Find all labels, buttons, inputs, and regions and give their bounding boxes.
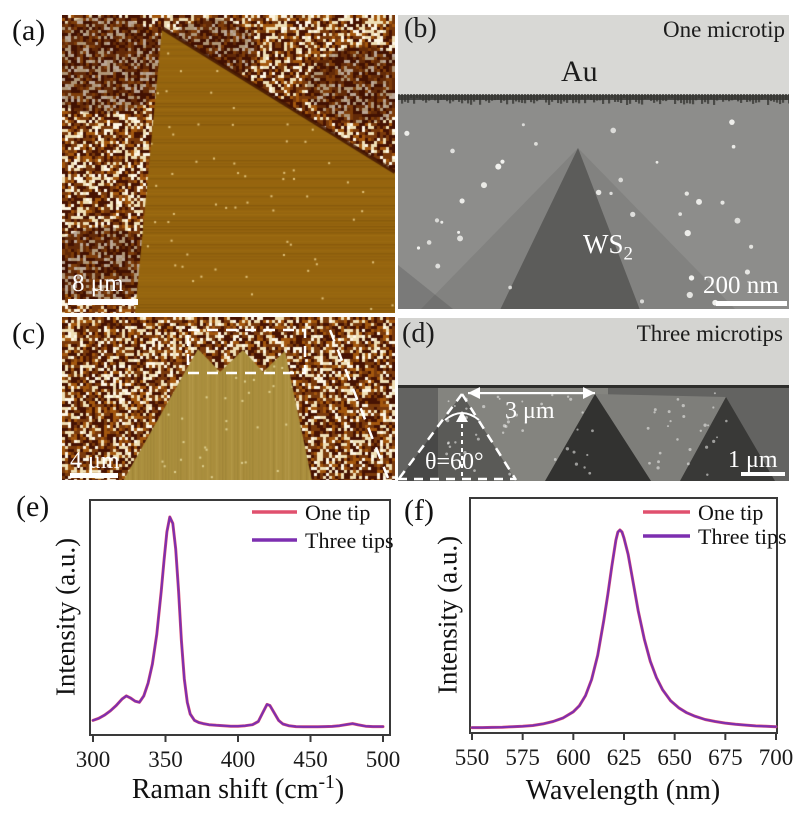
x-tick-label: 450 — [293, 747, 328, 772]
panel-b-scalebar — [716, 301, 787, 306]
panel-d-scalebar — [741, 472, 785, 476]
raman-x-axis-title: Raman shift (cm-1) — [131, 771, 345, 806]
panel-f-label: (f) — [404, 494, 434, 527]
x-tick-label: 600 — [556, 745, 591, 770]
panel-d-label: (d) — [402, 318, 435, 349]
panel-a-scalebar — [68, 299, 138, 305]
panel-b-sem-graphic — [398, 15, 789, 309]
gold-layer-label: Au — [561, 55, 598, 88]
series-1 — [91, 515, 385, 728]
panel-b-scalebar-label: 200 nm — [703, 272, 779, 299]
pl-y-axis-title: Intensity (a.u.) — [432, 535, 463, 695]
panel-b-title: One microtip — [663, 17, 785, 42]
series-0 — [470, 528, 778, 730]
tip-angle-label: θ=60° — [425, 449, 484, 475]
panel-c-label: (c) — [12, 317, 46, 350]
raman-spectrum-chart: 300 350 400 450 500 One tip Three tips — [76, 499, 400, 772]
x-tick-label: 650 — [657, 745, 692, 770]
panel-d-title: Three microtips — [636, 321, 783, 346]
panel-e-label: (e) — [16, 490, 50, 523]
legend-label: One tip — [305, 500, 370, 525]
ws2-label-main: WS — [583, 229, 624, 259]
panel-a-afm-image — [62, 15, 395, 313]
raman-y-axis-title: Intensity (a.u.) — [50, 537, 81, 697]
panel-c-scalebar-label: 4 μm — [70, 448, 120, 474]
panel-d-scalebar-label: 1 μm — [728, 447, 778, 473]
legend-label: Three tips — [305, 528, 394, 553]
panel-c-scalebar — [70, 473, 118, 478]
x-tick-label: 550 — [455, 745, 490, 770]
panel-b-sem-image: (b) One microtip Au WS2 200 nm — [398, 15, 789, 309]
x-tick-label: 500 — [366, 747, 400, 772]
legend-label: One tip — [698, 500, 763, 525]
legend-label: Three tips — [698, 524, 787, 549]
plot-frame — [89, 499, 391, 736]
pl-x-axis-title: Wavelength (nm) — [525, 775, 721, 806]
x-tick-label: 350 — [148, 747, 183, 772]
panel-b-label: (b) — [404, 13, 437, 44]
x-tick-label: 300 — [76, 747, 111, 772]
x-tick-label: 700 — [759, 745, 794, 770]
x-tick-label: 400 — [221, 747, 256, 772]
x-tick-label: 625 — [607, 745, 642, 770]
dashed-triangle-outline — [398, 393, 518, 481]
panel-d-sem-image: (d) Three microtips 3 μm θ=60° 1 μm — [398, 318, 789, 481]
panel-a-scalebar-label: 8 μm — [72, 270, 124, 297]
ws2-label-subscript: 2 — [623, 243, 633, 265]
span-arrow — [456, 387, 595, 422]
span-arrow-label: 3 μm — [505, 398, 555, 424]
series-1 — [470, 528, 778, 729]
panel-a-label: (a) — [12, 14, 46, 47]
x-tick-label: 575 — [505, 745, 540, 770]
panel-d-sem-graphic — [398, 318, 789, 481]
ws2-label: WS2 — [583, 231, 633, 264]
x-tick-label: 675 — [708, 745, 743, 770]
